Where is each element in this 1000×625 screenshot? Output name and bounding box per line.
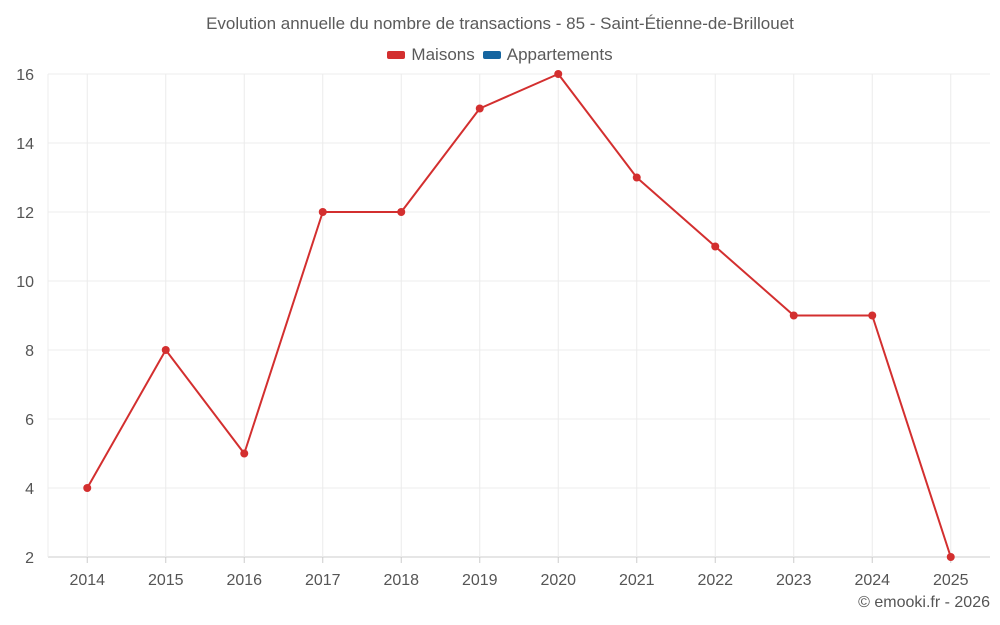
data-point-maisons-2019 <box>475 104 484 113</box>
y-tick-label-16: 16 <box>16 67 34 84</box>
data-point-maisons-2014 <box>83 484 92 492</box>
y-tick-label-14: 14 <box>16 136 34 153</box>
y-tick-label-4: 4 <box>25 481 34 498</box>
x-tick-label-2020: 2020 <box>540 572 576 589</box>
series-line-maisons <box>86 73 952 558</box>
x-tick-label-2024: 2024 <box>854 572 890 589</box>
x-tick-label-2023: 2023 <box>776 572 812 589</box>
data-point-maisons-2016 <box>240 449 249 458</box>
x-tick-label-2015: 2015 <box>148 572 184 589</box>
legend: Maisons Appartements <box>0 45 1000 65</box>
legend-swatch-maisons <box>387 51 406 59</box>
legend-item-maisons[interactable]: Maisons <box>387 45 475 65</box>
data-point-maisons-2015 <box>161 346 170 354</box>
x-tick-label-2019: 2019 <box>462 572 498 589</box>
chart-title: Evolution annuelle du nombre de transact… <box>206 14 794 33</box>
legend-item-appartements[interactable]: Appartements <box>482 45 613 65</box>
legend-swatch-appartements <box>482 51 501 59</box>
x-tick-label-2018: 2018 <box>383 572 419 589</box>
x-tick-label-2022: 2022 <box>697 572 733 589</box>
legend-label-appartements: Appartements <box>506 45 613 64</box>
x-tick-label-2017: 2017 <box>305 572 341 589</box>
data-point-maisons-2021 <box>632 173 641 182</box>
x-tick-label-2025: 2025 <box>933 572 969 589</box>
data-point-maisons-2022 <box>711 242 720 251</box>
data-point-maisons-2017 <box>318 208 327 216</box>
data-point-maisons-2020 <box>554 70 563 78</box>
x-tick-label-2016: 2016 <box>226 572 262 589</box>
data-point-maisons-2024 <box>868 311 877 320</box>
y-tick-label-10: 10 <box>16 274 34 291</box>
legend-label-maisons: Maisons <box>411 45 475 64</box>
data-point-maisons-2023 <box>789 311 798 320</box>
credit-text: © emooki.fr - 2026 <box>858 594 990 611</box>
data-point-maisons-2018 <box>397 208 406 216</box>
y-tick-label-8: 8 <box>25 343 34 360</box>
y-tick-label-6: 6 <box>25 412 34 429</box>
y-tick-label-2: 2 <box>25 550 34 567</box>
x-tick-label-2021: 2021 <box>619 572 655 589</box>
x-tick-label-2014: 2014 <box>69 572 105 589</box>
data-point-maisons-2025 <box>946 553 955 561</box>
y-tick-label-12: 12 <box>16 205 34 222</box>
